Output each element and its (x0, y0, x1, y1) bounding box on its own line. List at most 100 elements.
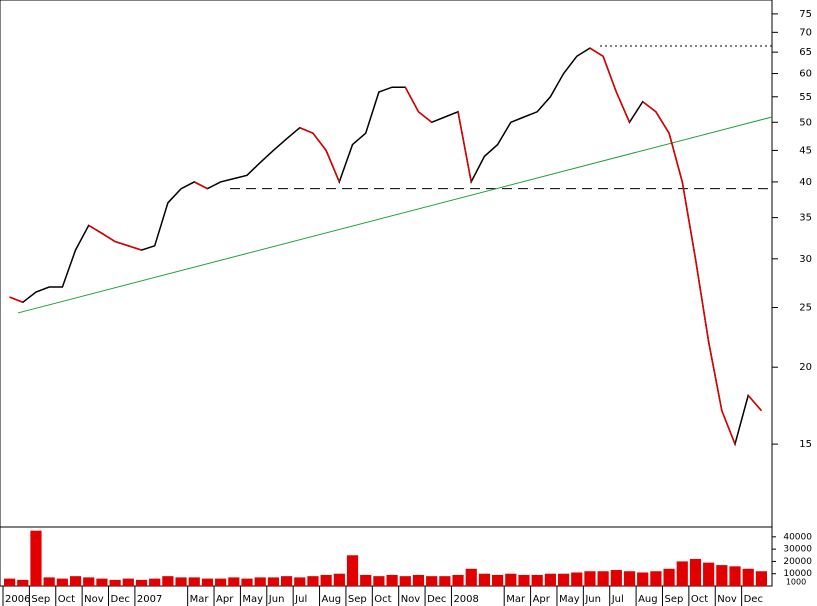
y-tick-label: 75 (799, 9, 812, 20)
down-segment (642, 101, 657, 113)
volume-bar (518, 574, 530, 586)
x-tick-label: Sep (348, 594, 367, 605)
volume-bar (465, 568, 477, 586)
x-tick-label: Jun (268, 594, 285, 605)
volume-bar (531, 574, 543, 586)
y-tick-label: 60 (799, 69, 812, 80)
volume-bar (162, 576, 174, 586)
x-tick-label: Aug (322, 594, 342, 605)
volume-bar (267, 577, 279, 586)
x-tick-label: Oct (691, 594, 708, 605)
volume-bar (56, 578, 68, 586)
down-segment (668, 132, 683, 183)
x-tick-label: Oct (58, 594, 75, 605)
down-segment (193, 181, 208, 190)
volume-bar (43, 577, 55, 586)
x-tick-label: Sep (664, 594, 683, 605)
y-tick-label: 65 (799, 47, 812, 58)
y-tick-label: 35 (799, 213, 812, 224)
down-segment (299, 126, 314, 134)
x-tick-label: Jun (584, 594, 601, 605)
down-segment (655, 111, 670, 134)
y-tick-label: 25 (799, 303, 812, 314)
plot-frame (0, 0, 773, 587)
down-segment (721, 410, 736, 445)
volume-bar (201, 578, 214, 586)
volume-bar (30, 530, 42, 586)
y-tick-label: 70 (799, 27, 812, 38)
volume-bar (426, 576, 438, 586)
volume-bar (492, 574, 504, 586)
volume-bar (689, 558, 702, 586)
volume-bar (17, 579, 29, 586)
x-tick-label: 2006 (5, 594, 30, 605)
down-segment (88, 224, 103, 234)
volume-bar (742, 568, 754, 586)
x-tick-label: Nov (401, 594, 421, 605)
down-segment (589, 47, 604, 57)
volume-bar (96, 578, 108, 586)
down-segment (694, 258, 710, 342)
x-tick-label: Dec (744, 594, 763, 605)
down-segment (325, 150, 341, 183)
volume-bar (373, 576, 385, 586)
volume-bar (69, 576, 82, 586)
volume-bar (637, 572, 649, 586)
volume-bar (320, 574, 332, 586)
y-tick-label: 55 (799, 92, 812, 103)
x-tick-label: May (242, 594, 263, 605)
x-tick-label: Mar (190, 594, 210, 605)
x-tick-label: Sep (31, 594, 50, 605)
volume-bar (703, 562, 715, 586)
volume-bar (544, 573, 556, 586)
volume-bar (584, 571, 596, 586)
volume-unit: 1000 (786, 578, 806, 587)
volume-bar (557, 573, 570, 586)
x-tick-label: Dec (111, 594, 130, 605)
volume-bar (597, 571, 609, 586)
volume-bar (676, 561, 688, 586)
volume-bar (4, 578, 16, 586)
volume-bar (478, 573, 491, 586)
volume-bar (755, 571, 767, 586)
volume-bar (610, 570, 622, 586)
volume-bar (109, 579, 121, 586)
volume-bar (439, 576, 451, 586)
volume-bar (360, 574, 372, 586)
price-line (9, 47, 762, 447)
down-segment (9, 296, 24, 303)
volume-bar (571, 572, 583, 586)
x-tick-label: Oct (374, 594, 391, 605)
volume-bar (623, 571, 636, 586)
volume-bar (83, 577, 95, 586)
volume-bar (505, 573, 517, 586)
volume-bar (333, 573, 345, 586)
y-tick-label: 30 (799, 254, 812, 265)
volume-bar (452, 574, 464, 586)
y-tick-label: 50 (799, 117, 812, 128)
volume-bar (716, 565, 728, 586)
x-tick-label: 2008 (453, 594, 478, 605)
x-tick-label: Jul (294, 594, 307, 605)
down-segment (681, 181, 697, 259)
volume-bar (307, 576, 319, 586)
y-tick-label: 40 (799, 177, 812, 188)
trend-line (17, 116, 773, 314)
volume-bar (188, 577, 200, 586)
volume-bar (650, 571, 662, 586)
volume-bar (663, 568, 675, 586)
down-segment (404, 86, 420, 113)
volume-bar (122, 578, 134, 586)
down-segment (128, 245, 142, 251)
down-segment (747, 394, 762, 412)
volume-bar (149, 578, 161, 586)
volume-bar (729, 566, 741, 586)
x-tick-label: 2007 (137, 594, 162, 605)
down-segment (114, 240, 129, 247)
y-tick-label: 45 (799, 145, 812, 156)
volume-bar (215, 578, 227, 586)
down-segment (418, 111, 433, 123)
x-tick-label: Apr (533, 594, 551, 605)
down-segment (602, 56, 618, 93)
x-tick-label: Jul (611, 594, 624, 605)
